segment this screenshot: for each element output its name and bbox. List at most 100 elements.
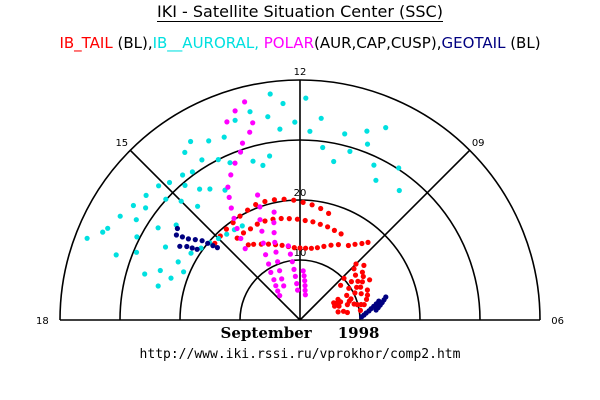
data-point — [181, 269, 187, 275]
data-point — [357, 307, 363, 313]
data-point — [232, 117, 238, 123]
data-point — [383, 125, 389, 131]
data-point — [214, 245, 220, 251]
data-point — [352, 272, 359, 278]
data-point — [267, 153, 273, 159]
date-year: 1998 — [337, 324, 380, 342]
data-point — [155, 283, 161, 289]
data-point — [338, 231, 344, 237]
data-point — [303, 95, 309, 101]
data-point — [294, 216, 300, 222]
data-point — [341, 275, 347, 281]
data-point — [257, 204, 263, 210]
data-point — [242, 246, 248, 252]
data-point — [271, 277, 277, 283]
data-point — [301, 273, 307, 279]
data-point — [286, 216, 292, 222]
data-point — [302, 292, 308, 298]
legend-entry: IB_TAIL — [59, 34, 113, 52]
mlt-label-18: 18 — [36, 316, 49, 327]
radial-label-10: 10 — [294, 248, 307, 259]
data-point — [281, 283, 287, 289]
series-1 — [84, 91, 402, 289]
source-url[interactable]: http://www.iki.rssi.ru/vprokhor/comp2.ht… — [0, 347, 600, 362]
data-point — [228, 205, 234, 211]
data-point — [348, 296, 354, 302]
data-point — [179, 234, 185, 240]
data-point — [396, 187, 402, 194]
data-point — [358, 284, 364, 290]
data-point — [275, 259, 281, 265]
data-point — [271, 197, 277, 203]
data-point — [194, 246, 200, 252]
data-point — [355, 278, 361, 284]
data-point — [100, 229, 106, 235]
date-month: September — [220, 324, 312, 342]
data-point — [180, 172, 186, 178]
data-point — [371, 162, 377, 168]
series-3 — [173, 225, 389, 320]
data-point — [308, 245, 314, 251]
data-point — [335, 296, 341, 302]
data-point — [363, 296, 370, 302]
data-point — [231, 215, 237, 221]
data-point — [155, 225, 161, 231]
data-points — [84, 91, 402, 320]
data-point — [245, 207, 251, 213]
data-point — [320, 144, 326, 151]
data-point — [271, 230, 277, 236]
data-point — [117, 213, 123, 219]
data-point — [173, 232, 179, 238]
series-2 — [224, 99, 308, 299]
data-point — [292, 119, 298, 125]
polar-grid — [59, 79, 541, 321]
data-point — [250, 158, 256, 164]
data-point — [199, 157, 205, 163]
data-point — [192, 237, 198, 243]
data-point — [271, 209, 277, 215]
data-point — [133, 249, 140, 255]
data-point — [260, 240, 266, 246]
data-point — [237, 149, 244, 155]
data-point — [273, 249, 279, 255]
mlt-label-06: 06 — [551, 316, 564, 327]
data-point — [318, 205, 324, 212]
data-point — [267, 91, 273, 97]
data-point — [175, 259, 181, 265]
source-url-text[interactable]: http://www.iki.rssi.ru/vprokhor/comp2.ht… — [139, 347, 461, 362]
data-point — [239, 140, 246, 146]
data-point — [346, 285, 352, 291]
data-point — [302, 278, 308, 284]
radial-label-20: 20 — [294, 188, 307, 199]
data-point — [224, 231, 230, 237]
data-point — [281, 196, 287, 202]
data-point — [215, 157, 221, 163]
legend-entry: (AUR,CAP,CUSP), — [314, 34, 442, 52]
data-point — [354, 284, 360, 290]
data-point — [242, 99, 248, 105]
data-point — [351, 266, 357, 272]
data-point — [331, 227, 337, 233]
grid-spoke — [299, 149, 471, 321]
data-point — [84, 235, 90, 241]
data-point — [174, 225, 180, 232]
data-point — [307, 128, 313, 134]
data-point — [134, 234, 140, 240]
data-point — [326, 210, 332, 216]
data-point — [223, 226, 229, 232]
data-point — [292, 273, 298, 279]
data-point — [262, 198, 268, 205]
data-point — [364, 128, 370, 134]
data-point — [303, 245, 309, 251]
title-text: IKI - Satellite Situation Center (SSC) — [157, 2, 443, 22]
data-point — [302, 283, 308, 289]
data-point — [262, 218, 268, 224]
data-point — [331, 300, 337, 306]
data-point — [215, 235, 222, 242]
data-point — [210, 243, 216, 249]
data-point — [348, 279, 354, 285]
data-point — [271, 220, 277, 226]
data-point — [318, 115, 324, 121]
data-point — [188, 250, 194, 256]
